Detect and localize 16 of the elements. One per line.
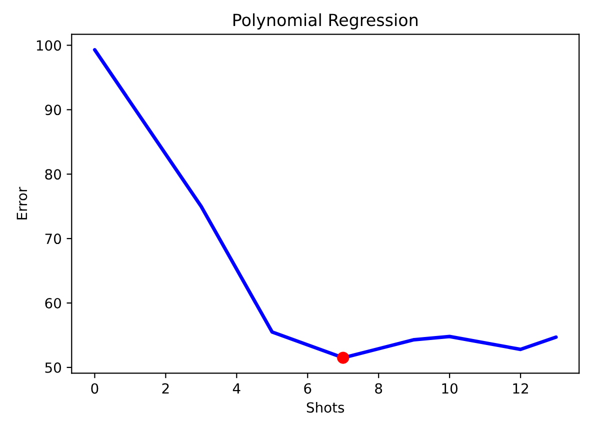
y-tick-label: 70 xyxy=(45,234,61,244)
x-tick-label: 6 xyxy=(304,383,312,394)
y-tick-label: 80 xyxy=(45,169,61,180)
x-tick-label: 10 xyxy=(442,383,458,394)
y-tick-label: 50 xyxy=(45,362,61,373)
x-tick-label: 12 xyxy=(513,383,528,394)
x-axis-title: Shots xyxy=(306,402,344,413)
y-axis-title: Error xyxy=(16,186,28,220)
x-tick-label: 0 xyxy=(91,383,98,394)
x-tick-label: 4 xyxy=(232,383,240,394)
x-tick-label: 8 xyxy=(375,383,382,394)
x-tick-label: 2 xyxy=(162,383,169,394)
chart-title: Polynomial Regression xyxy=(233,13,418,30)
y-tick-label: 60 xyxy=(45,298,61,308)
y-tick-label: 90 xyxy=(45,104,61,116)
y-tick-label: 100 xyxy=(36,40,61,51)
